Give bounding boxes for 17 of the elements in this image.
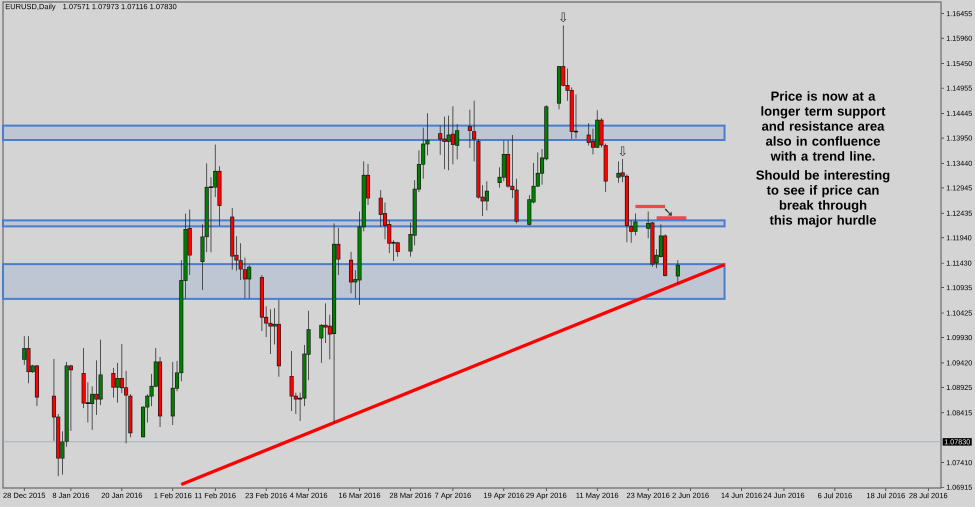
candlestick <box>26 336 31 384</box>
candlestick <box>616 161 620 184</box>
candlestick <box>332 223 336 423</box>
candlestick <box>230 208 234 270</box>
candlestick <box>290 350 294 412</box>
candlestick <box>676 260 680 284</box>
annotation: Price is now at a longer term support and resistance area also in confluence with a trend line. <box>761 91 886 161</box>
candlestick <box>34 364 40 406</box>
annotation: ⇩ <box>619 146 626 156</box>
candlestick <box>442 116 446 170</box>
candlestick <box>276 300 281 378</box>
candlestick <box>170 362 175 426</box>
candlestick <box>396 241 400 258</box>
annotation: Should be interesting to see if price can break through this major hurdle <box>756 170 890 228</box>
annotation: ⇩ <box>560 12 566 22</box>
candlestick <box>128 394 132 438</box>
annotation: ➘ <box>664 208 672 216</box>
